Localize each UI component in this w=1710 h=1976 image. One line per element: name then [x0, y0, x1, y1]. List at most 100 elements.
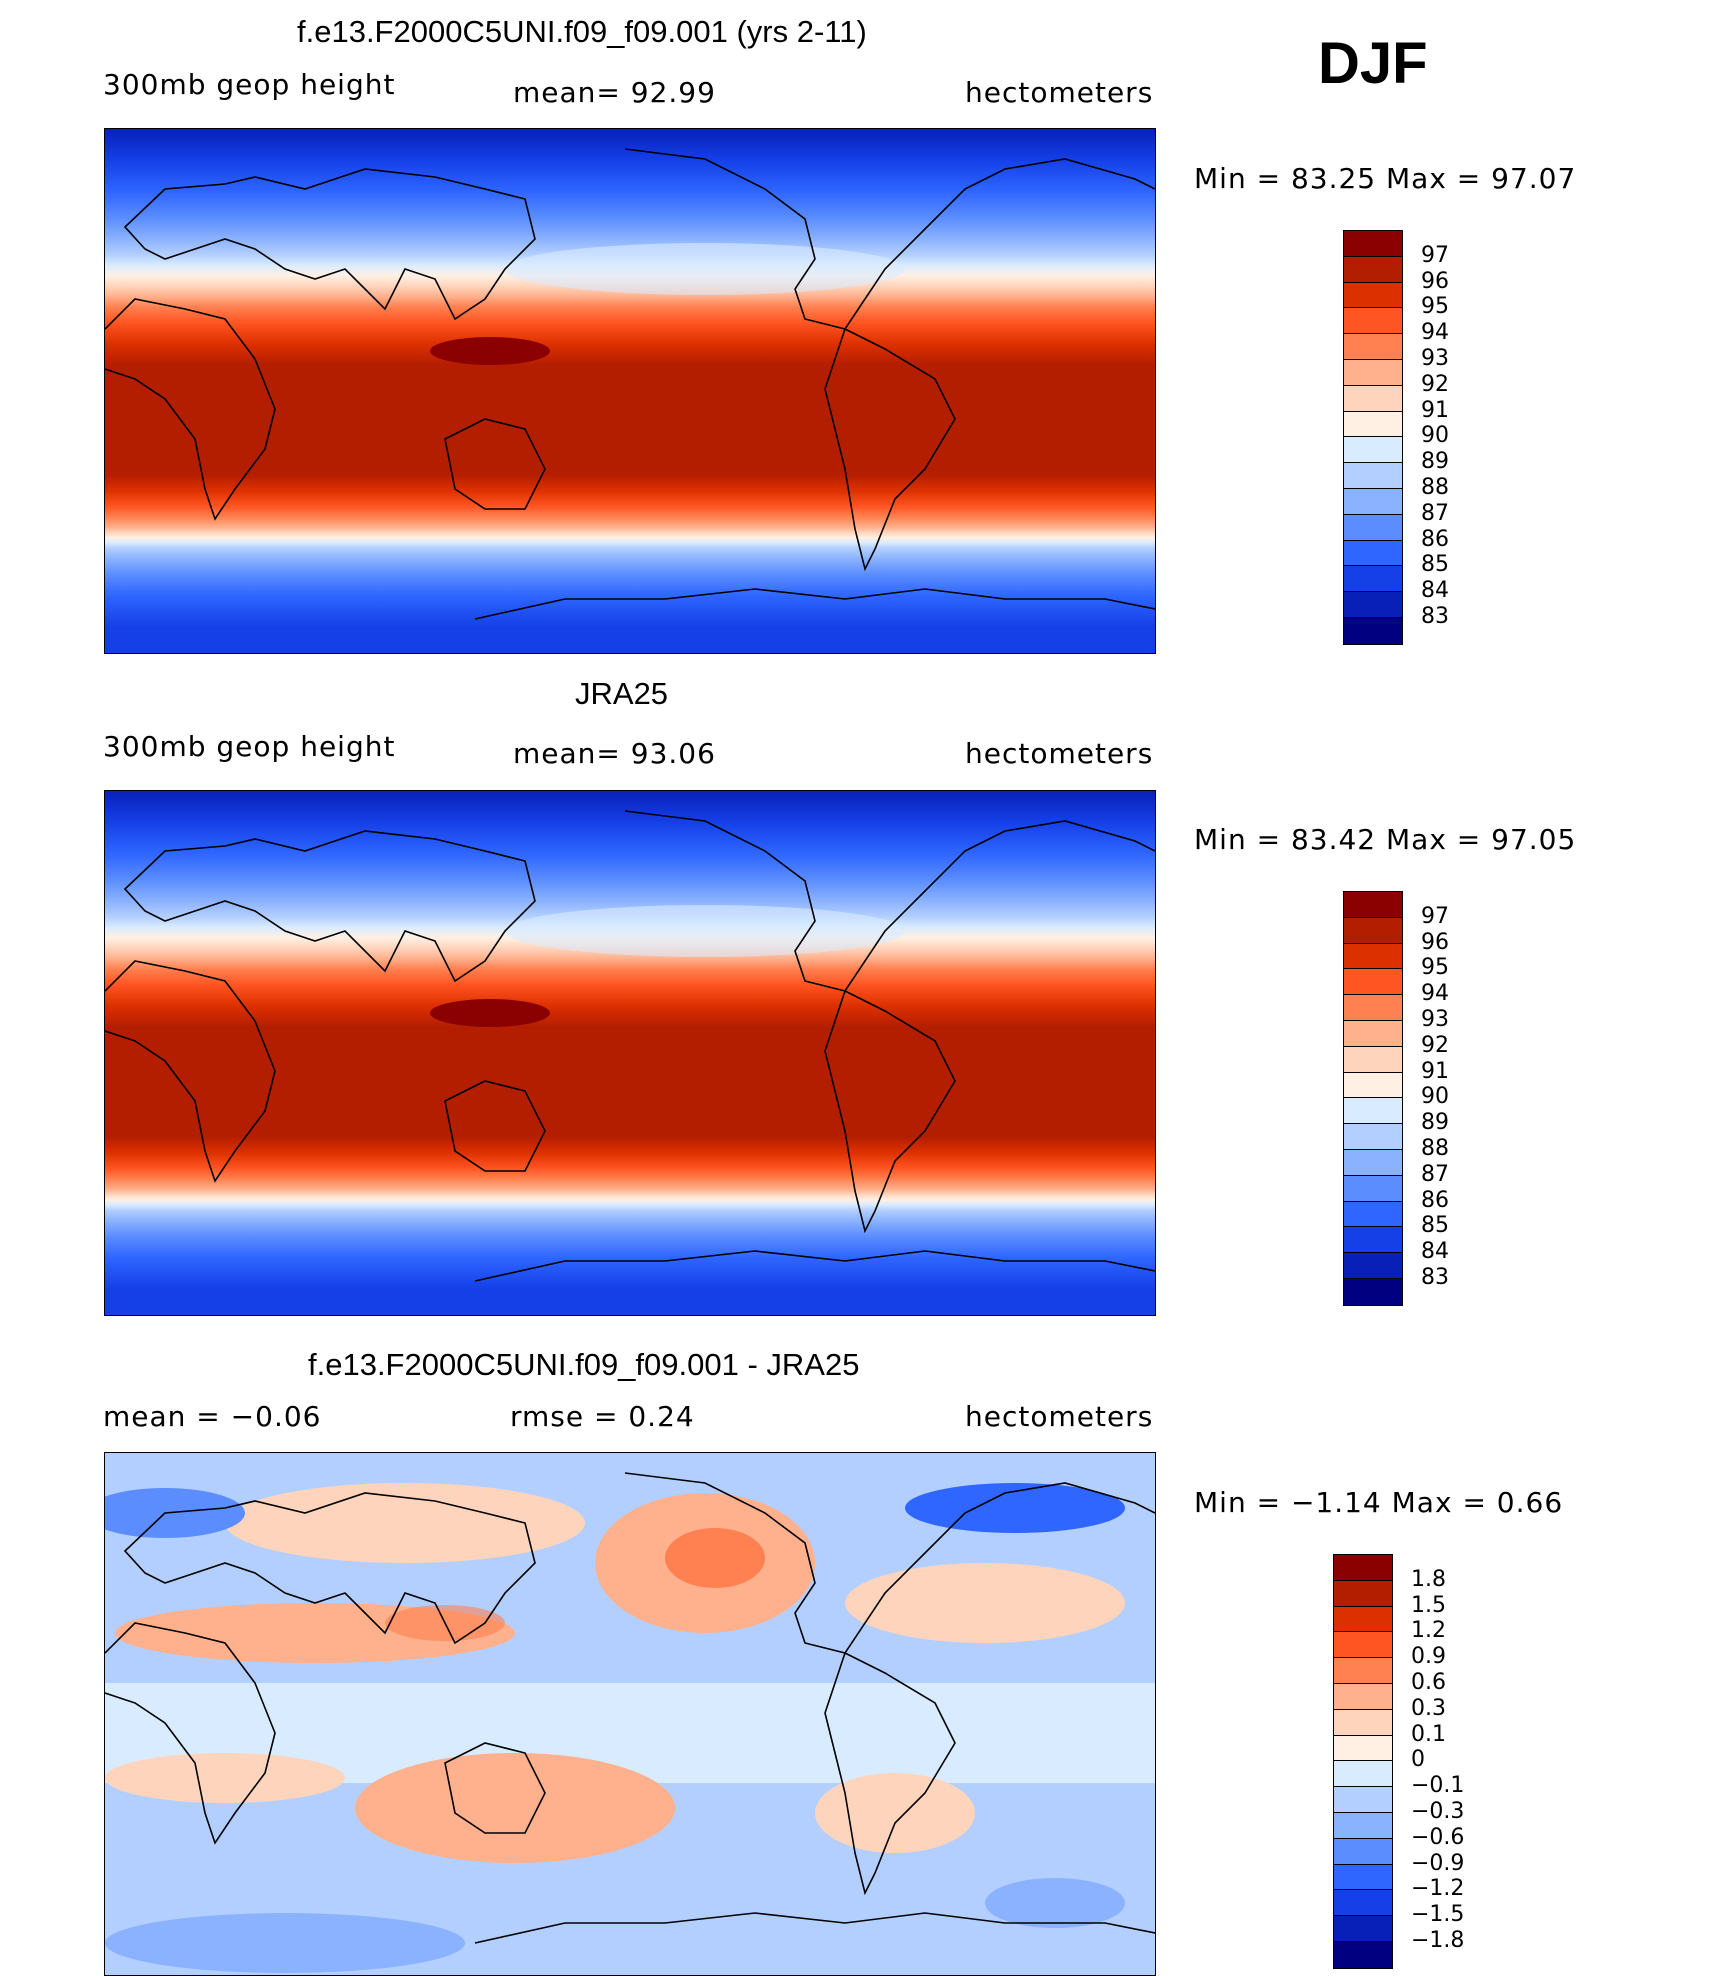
colorbar-label: 0.9 [1411, 1644, 1446, 1670]
colorbar-swatch [1334, 1683, 1392, 1710]
colorbar-label: 88 [1421, 475, 1449, 500]
colorbar-swatch [1344, 995, 1402, 1021]
colorbar-swatch [1344, 359, 1402, 386]
colorbar-swatch [1334, 1812, 1392, 1839]
panel-1-title: f.e13.F2000C5UNI.f09_f09.001 (yrs 2-11) [297, 14, 867, 49]
colorbar-swatch [1344, 917, 1402, 944]
colorbar-label: −0.1 [1411, 1773, 1465, 1799]
panel-3-units-label: hectometers [965, 1400, 1154, 1433]
colorbar-label: 86 [1421, 526, 1449, 552]
colorbar-label: 1.5 [1411, 1592, 1446, 1618]
colorbar-label: 95 [1421, 294, 1449, 320]
colorbar-label: 89 [1421, 1110, 1449, 1136]
colorbar-swatch [1344, 231, 1402, 257]
panel-3-title: f.e13.F2000C5UNI.f09_f09.001 - JRA25 [308, 1347, 860, 1382]
colorbar-swatch [1344, 1253, 1402, 1279]
colorbar-swatch [1344, 1175, 1402, 1202]
colorbar-label: −0.3 [1411, 1799, 1465, 1824]
panel-2-title: JRA25 [575, 676, 669, 711]
colorbar-label: 0.6 [1411, 1670, 1446, 1695]
colorbar-label: 92 [1421, 1032, 1449, 1058]
colorbar-label: 84 [1421, 1239, 1449, 1265]
colorbar-label: 93 [1421, 346, 1449, 371]
colorbar-swatch [1344, 411, 1402, 438]
colorbar-label: 86 [1421, 1187, 1449, 1213]
panel-3-colorbar-boxes [1333, 1554, 1393, 1969]
colorbar-label: 95 [1421, 955, 1449, 981]
colorbar-swatch [1344, 540, 1402, 567]
panel-2-colorbar-boxes [1343, 891, 1403, 1306]
colorbar-swatch [1344, 256, 1402, 283]
panel-2-variable-label: 300mb geop height [103, 730, 396, 763]
colorbar-swatch [1334, 1555, 1392, 1581]
colorbar-swatch [1344, 1278, 1402, 1305]
colorbar-swatch [1344, 1098, 1402, 1125]
colorbar-swatch [1334, 1606, 1392, 1633]
panel-1-colorbar-boxes [1343, 230, 1403, 645]
colorbar-swatch [1344, 592, 1402, 618]
colorbar-swatch [1334, 1838, 1392, 1865]
panel-3-map [104, 1452, 1156, 1976]
colorbar-swatch [1344, 1072, 1402, 1099]
colorbar-swatch [1344, 385, 1402, 412]
colorbar-label: 1.8 [1411, 1566, 1446, 1592]
colorbar-label: 92 [1421, 371, 1449, 397]
colorbar-swatch [1344, 617, 1402, 644]
colorbar-label: 94 [1421, 320, 1449, 346]
colorbar-label: 85 [1421, 1213, 1449, 1239]
colorbar-label: 88 [1421, 1136, 1449, 1161]
colorbar-label: 87 [1421, 1161, 1449, 1187]
colorbar-label: 96 [1421, 929, 1449, 955]
colorbar-swatch [1344, 437, 1402, 464]
colorbar-label: 97 [1421, 903, 1449, 929]
colorbar-swatch [1334, 1735, 1392, 1762]
colorbar-label: 83 [1421, 1265, 1449, 1290]
panel-1-variable-label: 300mb geop height [103, 68, 396, 101]
colorbar-label: 97 [1421, 242, 1449, 268]
colorbar-label: 91 [1421, 397, 1449, 423]
colorbar-label: 90 [1421, 1084, 1449, 1110]
colorbar-label: −0.6 [1411, 1824, 1465, 1850]
colorbar-label: 90 [1421, 423, 1449, 449]
colorbar-swatch [1344, 282, 1402, 309]
panel-1-coastlines [105, 148, 1155, 620]
colorbar-swatch [1334, 1890, 1392, 1917]
colorbar-label: 91 [1421, 1058, 1449, 1084]
colorbar-label: −1.2 [1411, 1876, 1465, 1902]
colorbar-swatch [1344, 943, 1402, 970]
panel-3-rmse-label: rmse = 0.24 [510, 1400, 695, 1433]
colorbar-label: 93 [1421, 1007, 1449, 1032]
colorbar-label: 1.2 [1411, 1618, 1446, 1644]
panel-2-coastlines [105, 810, 1155, 1282]
colorbar-label: 0.1 [1411, 1721, 1446, 1747]
colorbar-swatch [1344, 1201, 1402, 1228]
colorbar-label: −1.8 [1411, 1928, 1465, 1953]
colorbar-label: 83 [1421, 604, 1449, 629]
panel-1-minmax-label: Min = 83.25 Max = 97.07 [1194, 162, 1577, 195]
colorbar-swatch [1344, 1124, 1402, 1150]
colorbar-label: 96 [1421, 268, 1449, 294]
colorbar-swatch [1344, 514, 1402, 541]
panel-2-mean-label: mean= 93.06 [513, 737, 716, 770]
colorbar-swatch [1344, 1020, 1402, 1047]
colorbar-swatch [1344, 1046, 1402, 1073]
colorbar-swatch [1334, 1658, 1392, 1684]
panel-2-map [104, 790, 1156, 1316]
colorbar-swatch [1344, 463, 1402, 489]
colorbar-label: 87 [1421, 500, 1449, 526]
colorbar-swatch [1344, 1149, 1402, 1176]
colorbar-label: 89 [1421, 449, 1449, 475]
colorbar-label: 84 [1421, 578, 1449, 604]
colorbar-swatch [1344, 892, 1402, 918]
colorbar-swatch [1334, 1709, 1392, 1736]
colorbar-label: 85 [1421, 552, 1449, 578]
colorbar-swatch [1334, 1632, 1392, 1659]
colorbar-swatch [1344, 308, 1402, 335]
colorbar-swatch [1344, 1227, 1402, 1254]
colorbar-swatch [1344, 488, 1402, 515]
panel-2-minmax-label: Min = 83.42 Max = 97.05 [1194, 823, 1577, 856]
colorbar-label: 0.3 [1411, 1695, 1446, 1721]
panel-3-mean-label: mean = −0.06 [103, 1400, 322, 1433]
colorbar-label: −1.5 [1411, 1902, 1465, 1928]
colorbar-swatch [1334, 1916, 1392, 1942]
